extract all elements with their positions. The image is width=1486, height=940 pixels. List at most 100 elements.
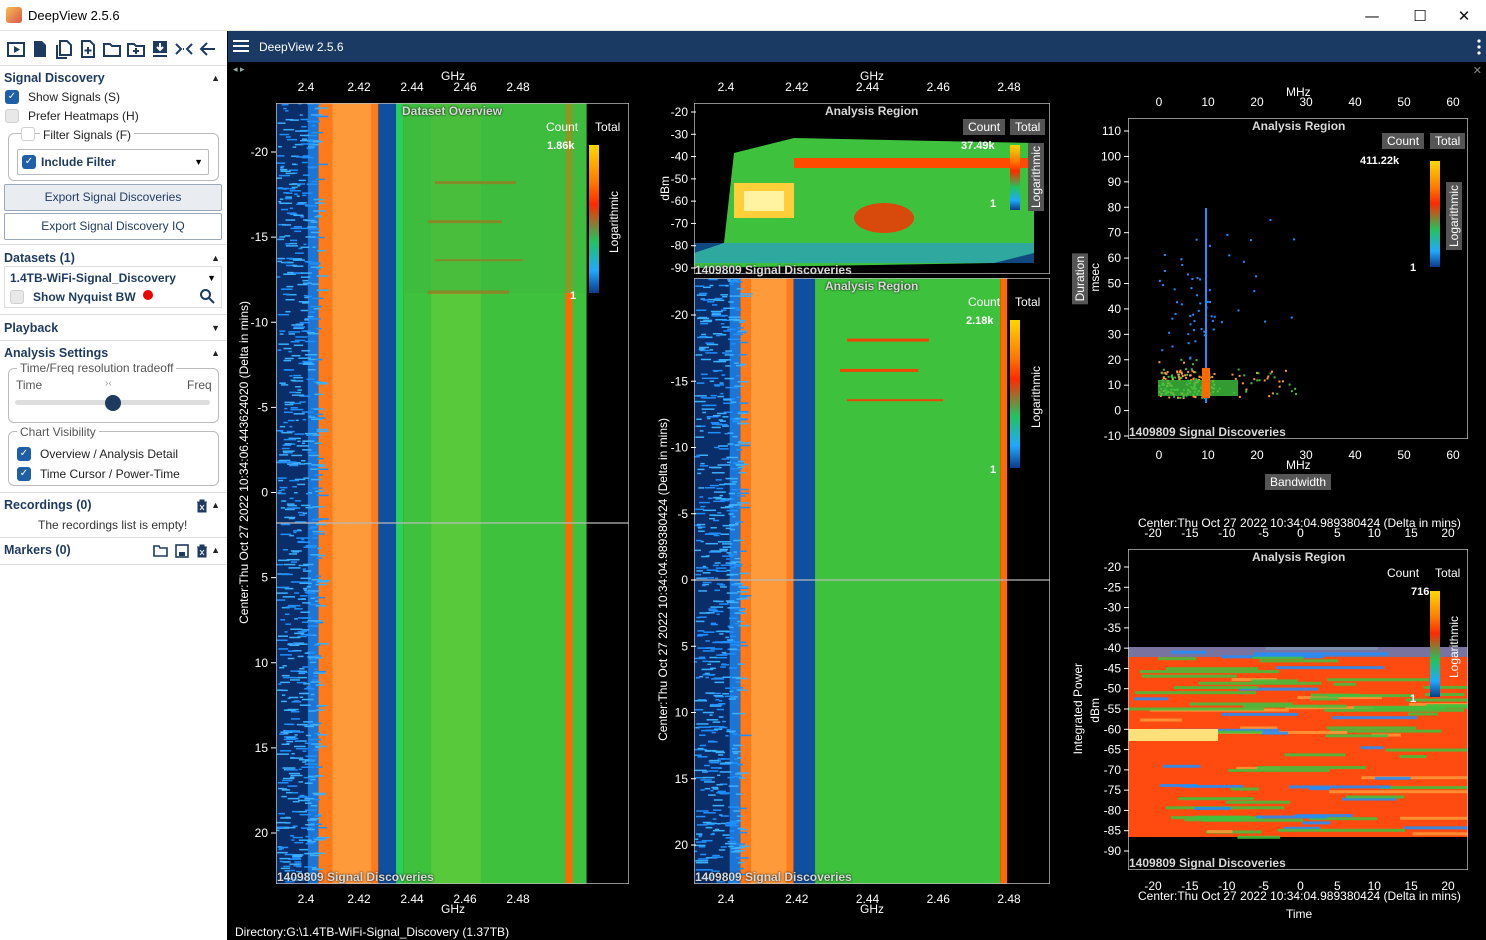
analysis-waterfall-chart[interactable]: Analysis Region Count Total 2.18k 1 Loga… bbox=[694, 278, 1050, 884]
y-tick-label: -30 bbox=[671, 127, 689, 141]
x-tick-label: 20 bbox=[1250, 448, 1264, 462]
x-tick-label: 50 bbox=[1397, 448, 1411, 462]
total-label[interactable]: Total bbox=[1010, 119, 1046, 135]
overview-checkbox[interactable]: ✓ bbox=[17, 447, 31, 461]
x-tick-label: 60 bbox=[1446, 448, 1460, 462]
y-tick-label: 15 bbox=[255, 741, 269, 755]
y-tick-label: 70 bbox=[1108, 226, 1122, 240]
x-tick-label: 2.48 bbox=[997, 892, 1021, 906]
x-axis-label-top: GHz bbox=[860, 69, 884, 83]
open-folder-icon[interactable] bbox=[153, 544, 169, 558]
x-tick-label: 2.42 bbox=[785, 892, 809, 906]
x-tick-label: 10 bbox=[1201, 448, 1215, 462]
export-signal-discoveries-button[interactable]: Export Signal Discoveries bbox=[4, 184, 222, 211]
analysis-settings-heading[interactable]: Analysis Settings bbox=[4, 346, 109, 360]
back-arrow-icon[interactable] bbox=[198, 39, 218, 59]
collapse-up-icon[interactable]: ▲ bbox=[211, 253, 220, 263]
y-tick-label: 10 bbox=[255, 656, 269, 670]
collapse-up-icon[interactable]: ▲ bbox=[211, 348, 220, 358]
count-label[interactable]: Count bbox=[546, 120, 579, 134]
y-tick-label: 20 bbox=[675, 838, 689, 852]
panel-arrows-icon[interactable]: ◂ ▸ bbox=[233, 64, 245, 74]
x-tick-label: 2.42 bbox=[347, 892, 371, 906]
y-axis-unit: dBm bbox=[1088, 698, 1102, 723]
chart-visibility-legend: Chart Visibility bbox=[17, 425, 99, 439]
include-filter-dropdown[interactable]: ✓ Include Filter ▼ bbox=[17, 149, 209, 175]
x-tick-label: 2.46 bbox=[927, 80, 951, 94]
total-label[interactable]: Total bbox=[1435, 566, 1461, 580]
y-axis-label: dBm bbox=[658, 176, 672, 201]
chevron-down-icon[interactable]: ▼ bbox=[211, 323, 220, 333]
document-icon[interactable] bbox=[30, 39, 50, 59]
documents-icon[interactable] bbox=[54, 39, 74, 59]
prefer-heatmaps-checkbox[interactable] bbox=[5, 109, 19, 123]
collapse-up-icon[interactable]: ▲ bbox=[211, 500, 220, 510]
x-tick-label: 40 bbox=[1348, 448, 1362, 462]
menu-icon[interactable] bbox=[233, 39, 249, 53]
x-tick-label: 10 bbox=[1201, 95, 1215, 109]
count-label[interactable]: Count bbox=[1382, 133, 1425, 149]
colorbar bbox=[1010, 320, 1020, 468]
x-axis-header-bottom: Center:Thu Oct 27 2022 10:34:04.98938042… bbox=[1138, 889, 1461, 903]
total-label[interactable]: Total bbox=[595, 120, 621, 134]
play-icon[interactable] bbox=[6, 39, 26, 59]
search-icon[interactable] bbox=[199, 288, 215, 304]
y-tick-label: -80 bbox=[1104, 803, 1122, 817]
y-tick-label: -80 bbox=[671, 239, 689, 253]
dataset-item[interactable]: 1.4TB-WiFi-Signal_Discovery ▼ Show Nyqui… bbox=[4, 266, 222, 308]
count-label[interactable]: Count bbox=[1387, 566, 1420, 580]
app-logo-icon bbox=[6, 7, 22, 23]
total-label[interactable]: Total bbox=[1015, 295, 1041, 309]
count-label[interactable]: Count bbox=[968, 295, 1001, 309]
count-label[interactable]: Count bbox=[963, 119, 1006, 135]
close-panel-icon[interactable]: ✕ bbox=[1472, 65, 1482, 77]
delete-icon[interactable] bbox=[196, 499, 208, 513]
collapse-up-icon[interactable]: ▲ bbox=[211, 545, 220, 555]
time-cursor-checkbox[interactable]: ✓ bbox=[17, 467, 31, 481]
show-signals-checkbox[interactable]: ✓ bbox=[5, 90, 19, 104]
minimize-button[interactable]: — bbox=[1364, 6, 1380, 25]
dataset-overview-chart[interactable]: Dataset Overview Count Total 1.86k 1 Log… bbox=[276, 103, 629, 884]
folder-icon[interactable] bbox=[102, 39, 122, 59]
close-button[interactable]: ✕ bbox=[1457, 6, 1471, 25]
show-nyquist-checkbox[interactable] bbox=[10, 290, 24, 304]
collapse-icon[interactable] bbox=[174, 39, 194, 59]
delete-icon[interactable] bbox=[196, 544, 208, 558]
y-tick-label: 5 bbox=[681, 639, 688, 653]
tradeoff-slider-thumb[interactable] bbox=[104, 395, 121, 411]
include-filter-checkbox[interactable]: ✓ bbox=[22, 155, 36, 169]
y-tick-label: 20 bbox=[1108, 353, 1122, 367]
x-tick-label: 2.48 bbox=[997, 80, 1021, 94]
folder-add-icon[interactable] bbox=[126, 39, 146, 59]
y-tick-label: -90 bbox=[1104, 844, 1122, 858]
waterfall-heatmap bbox=[694, 278, 1050, 884]
y-tick-label: -20 bbox=[251, 145, 269, 159]
power-time-chart[interactable]: Analysis Region Count Total 716 1 Logari… bbox=[1128, 549, 1468, 870]
datasets-heading[interactable]: Datasets (1) bbox=[4, 251, 75, 265]
filter-signals-checkbox[interactable] bbox=[21, 127, 35, 141]
status-dot bbox=[143, 290, 153, 300]
recordings-heading[interactable]: Recordings (0) bbox=[4, 498, 92, 512]
chevron-down-icon[interactable]: ▼ bbox=[207, 273, 216, 283]
maximize-button[interactable]: ☐ bbox=[1413, 6, 1427, 25]
y-axis-unit: msec bbox=[1088, 263, 1102, 292]
duration-bandwidth-chart[interactable]: Analysis Region Count Total 411.22k 1 Lo… bbox=[1128, 118, 1468, 439]
x-axis-label[interactable]: Bandwidth bbox=[1265, 474, 1332, 490]
markers-heading[interactable]: Markers (0) bbox=[4, 543, 71, 557]
more-options-icon[interactable] bbox=[1476, 38, 1482, 56]
scatter-plot bbox=[1128, 118, 1468, 439]
export-signal-discovery-iq-button[interactable]: Export Signal Discovery IQ bbox=[4, 213, 222, 240]
filter-signals-label: Filter Signals (F) bbox=[40, 128, 135, 142]
chart-title: Dataset Overview bbox=[402, 104, 503, 118]
download-icon[interactable] bbox=[150, 39, 170, 59]
playback-heading[interactable]: Playback bbox=[4, 321, 59, 335]
save-icon[interactable] bbox=[175, 544, 189, 558]
new-document-icon[interactable] bbox=[78, 39, 98, 59]
total-label[interactable]: Total bbox=[1430, 133, 1466, 149]
analysis-power-chart[interactable]: Analysis Region Count Total 37.49k 1 Log… bbox=[694, 103, 1050, 277]
y-tick-label: 10 bbox=[1108, 378, 1122, 392]
signal-discovery-heading[interactable]: Signal Discovery bbox=[4, 71, 105, 85]
scale-label: Logarithmic bbox=[607, 191, 621, 254]
x-tick-label: 2.4 bbox=[718, 80, 735, 94]
collapse-up-icon[interactable]: ▲ bbox=[211, 73, 220, 83]
